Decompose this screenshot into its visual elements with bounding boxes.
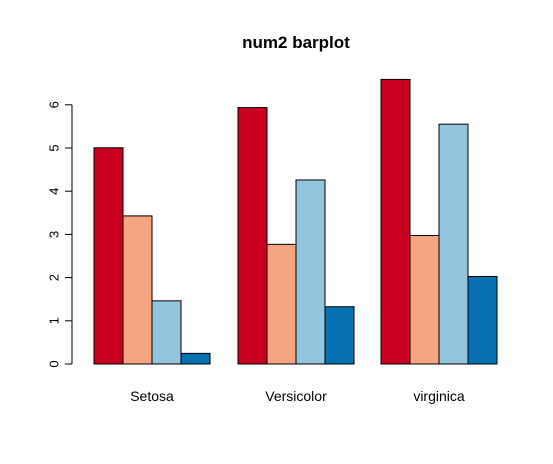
- bar: [237, 107, 268, 365]
- y-tick-label: 2: [47, 274, 62, 281]
- category-label: virginica: [413, 388, 465, 404]
- category-labels: Setosa Versicolor virginica: [130, 388, 465, 404]
- bar: [122, 215, 153, 365]
- bar: [467, 275, 498, 365]
- bar: [266, 243, 297, 365]
- bar: [93, 147, 124, 365]
- y-tick-label: 3: [47, 231, 62, 238]
- bar: [151, 300, 182, 365]
- chart-title: num2 barplot: [242, 33, 350, 52]
- bar: [295, 179, 326, 365]
- y-axis: 0 1 2 3 4 5 6: [47, 101, 73, 368]
- bar: [409, 235, 440, 365]
- bar: [180, 352, 211, 365]
- category-label: Setosa: [130, 388, 174, 404]
- y-tick-label: 1: [47, 317, 62, 324]
- bar: [324, 306, 355, 365]
- bars-group: [93, 78, 498, 365]
- bar: [438, 123, 469, 365]
- y-tick-label: 5: [47, 144, 62, 151]
- y-tick-label: 0: [47, 360, 62, 367]
- y-tick-label: 6: [47, 101, 62, 108]
- bar: [380, 78, 411, 365]
- y-tick-label: 4: [47, 188, 62, 195]
- category-label: Versicolor: [265, 388, 327, 404]
